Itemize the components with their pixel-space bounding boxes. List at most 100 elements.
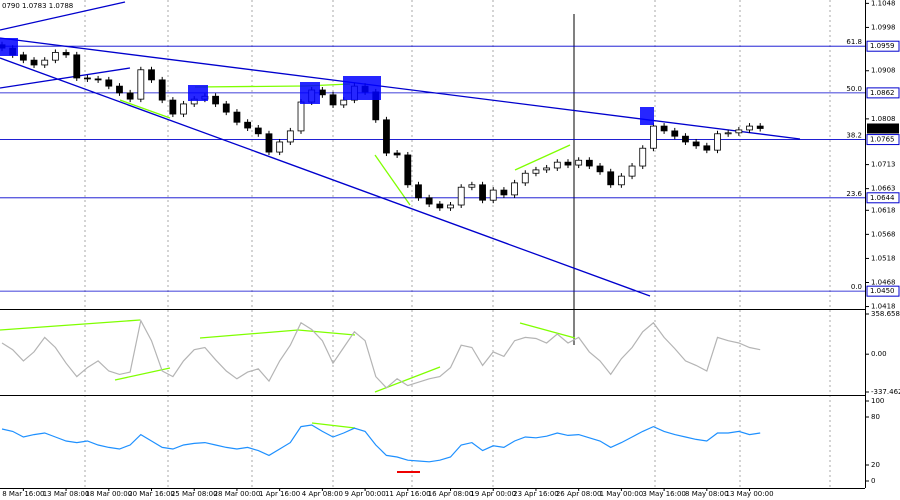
candle-body: [19, 54, 27, 61]
candle-body: [41, 59, 49, 66]
candle-body: [126, 92, 134, 100]
x-tick-label: 28 Mar 00:00: [214, 490, 261, 498]
fib-level-box: [866, 192, 900, 204]
y-tick-label: 1.0808: [871, 115, 896, 123]
candle-body: [468, 184, 476, 188]
x-tick-label: 18 Mar 00:00: [85, 490, 132, 498]
fib-level-box: [866, 40, 900, 52]
fib-level-name: 38.2: [846, 132, 862, 140]
candle-body: [276, 141, 284, 153]
fib-level-label: 1.0765: [870, 136, 895, 144]
candle-body: [222, 103, 230, 113]
y-tick-label: 1.0418: [871, 303, 896, 311]
candle-body: [158, 79, 166, 101]
candle-body: [564, 161, 572, 166]
y-tick-label: 0.00: [871, 350, 887, 358]
candle-body: [585, 159, 593, 167]
indicator-line: [1, 318, 761, 389]
current-price-box: [867, 123, 899, 134]
candle-body: [714, 133, 721, 151]
y-tick-label: 100: [871, 397, 884, 405]
candle-body: [650, 125, 657, 149]
candle-body: [543, 167, 551, 171]
candle-body: [393, 152, 401, 156]
fib-level-label: 1.0450: [870, 287, 895, 295]
x-tick-label: 23 Apr 16:00: [513, 490, 559, 498]
trend-lines: [0, 1, 801, 297]
candle-body: [233, 111, 241, 123]
candle-body: [703, 145, 711, 151]
fib-level-name: 23.6: [846, 190, 862, 198]
x-tick-label: 13 May 00:00: [726, 490, 774, 498]
zone-boxes: [0, 38, 654, 125]
candle-body: [596, 165, 604, 173]
candle-body: [553, 161, 561, 169]
candle-body: [73, 54, 81, 79]
current-price-label: 1.0788: [870, 124, 895, 132]
x-tick-label: 1 May 00:00: [600, 490, 644, 498]
candle-body: [148, 69, 155, 81]
candle-body: [318, 89, 326, 96]
candle-body: [297, 101, 305, 132]
indicator-line: [1, 424, 761, 463]
x-tick-label: 13 Mar 08:00: [43, 490, 90, 498]
candle-body: [532, 169, 540, 174]
y-tick-label: 358.6587: [871, 310, 900, 318]
candle-body: [500, 189, 508, 196]
y-tick-label: 20: [871, 461, 880, 469]
candle-body: [84, 77, 91, 80]
y-tick-label: 0: [871, 477, 875, 485]
candle-body: [735, 129, 743, 134]
candle-body: [383, 119, 390, 154]
candle-body: [457, 186, 465, 206]
candle-body: [724, 132, 732, 135]
candle-body: [180, 103, 187, 115]
candle-body: [105, 79, 113, 87]
ohlc-header: 0790 1.0783 1.0788: [2, 2, 73, 10]
candle-body: [51, 52, 59, 61]
y-tick-label: 1.0518: [871, 254, 896, 262]
candle-body: [682, 135, 689, 143]
fib-level-name: 61.8: [846, 38, 862, 46]
candle-body: [639, 147, 647, 167]
candle-body: [756, 125, 764, 129]
x-tick-label: 8 May 08:00: [685, 490, 729, 498]
candle-body: [169, 99, 177, 115]
candle-body: [340, 99, 348, 106]
candle-body: [212, 95, 219, 105]
y-tick-label: 1.0468: [871, 278, 896, 286]
divergence-lines: [0, 83, 576, 429]
candle-body: [671, 130, 679, 137]
candle-body: [607, 171, 615, 186]
candle-body: [489, 189, 497, 201]
candle-body: [404, 154, 412, 186]
x-tick-label: 20 Mar 16:00: [128, 490, 175, 498]
y-tick-label: 1.0568: [871, 230, 896, 238]
candle-body: [692, 141, 700, 147]
candle-body: [660, 125, 668, 132]
fib-level-label: 1.0862: [870, 89, 895, 97]
y-tick-label: 1.0908: [871, 67, 896, 75]
fib-level-label: 1.0644: [870, 194, 895, 202]
y-tick-label: 1.0713: [871, 161, 896, 169]
candle-body: [265, 133, 273, 153]
candle-body: [425, 197, 433, 205]
candle-body: [617, 175, 625, 186]
candle-body: [244, 121, 252, 129]
candle-body: [62, 52, 70, 56]
y-tick-label: 1.0663: [871, 185, 896, 193]
candle-body: [286, 130, 294, 143]
x-tick-label: 19 Apr 00:00: [470, 490, 516, 498]
x-tick-label: 16 Apr 08:00: [428, 490, 474, 498]
y-tick-label: 1.0998: [871, 23, 896, 31]
y-tick-label: -337.462: [871, 388, 900, 396]
candle-body: [94, 78, 102, 81]
fib-level-box: [866, 134, 900, 146]
candle-body: [30, 59, 38, 66]
x-tick-label: 11 Apr 16:00: [385, 490, 431, 498]
fib-level-name: 50.0: [846, 85, 862, 93]
vertical-grid: [84, 0, 831, 488]
y-tick-label: 80: [871, 413, 880, 421]
